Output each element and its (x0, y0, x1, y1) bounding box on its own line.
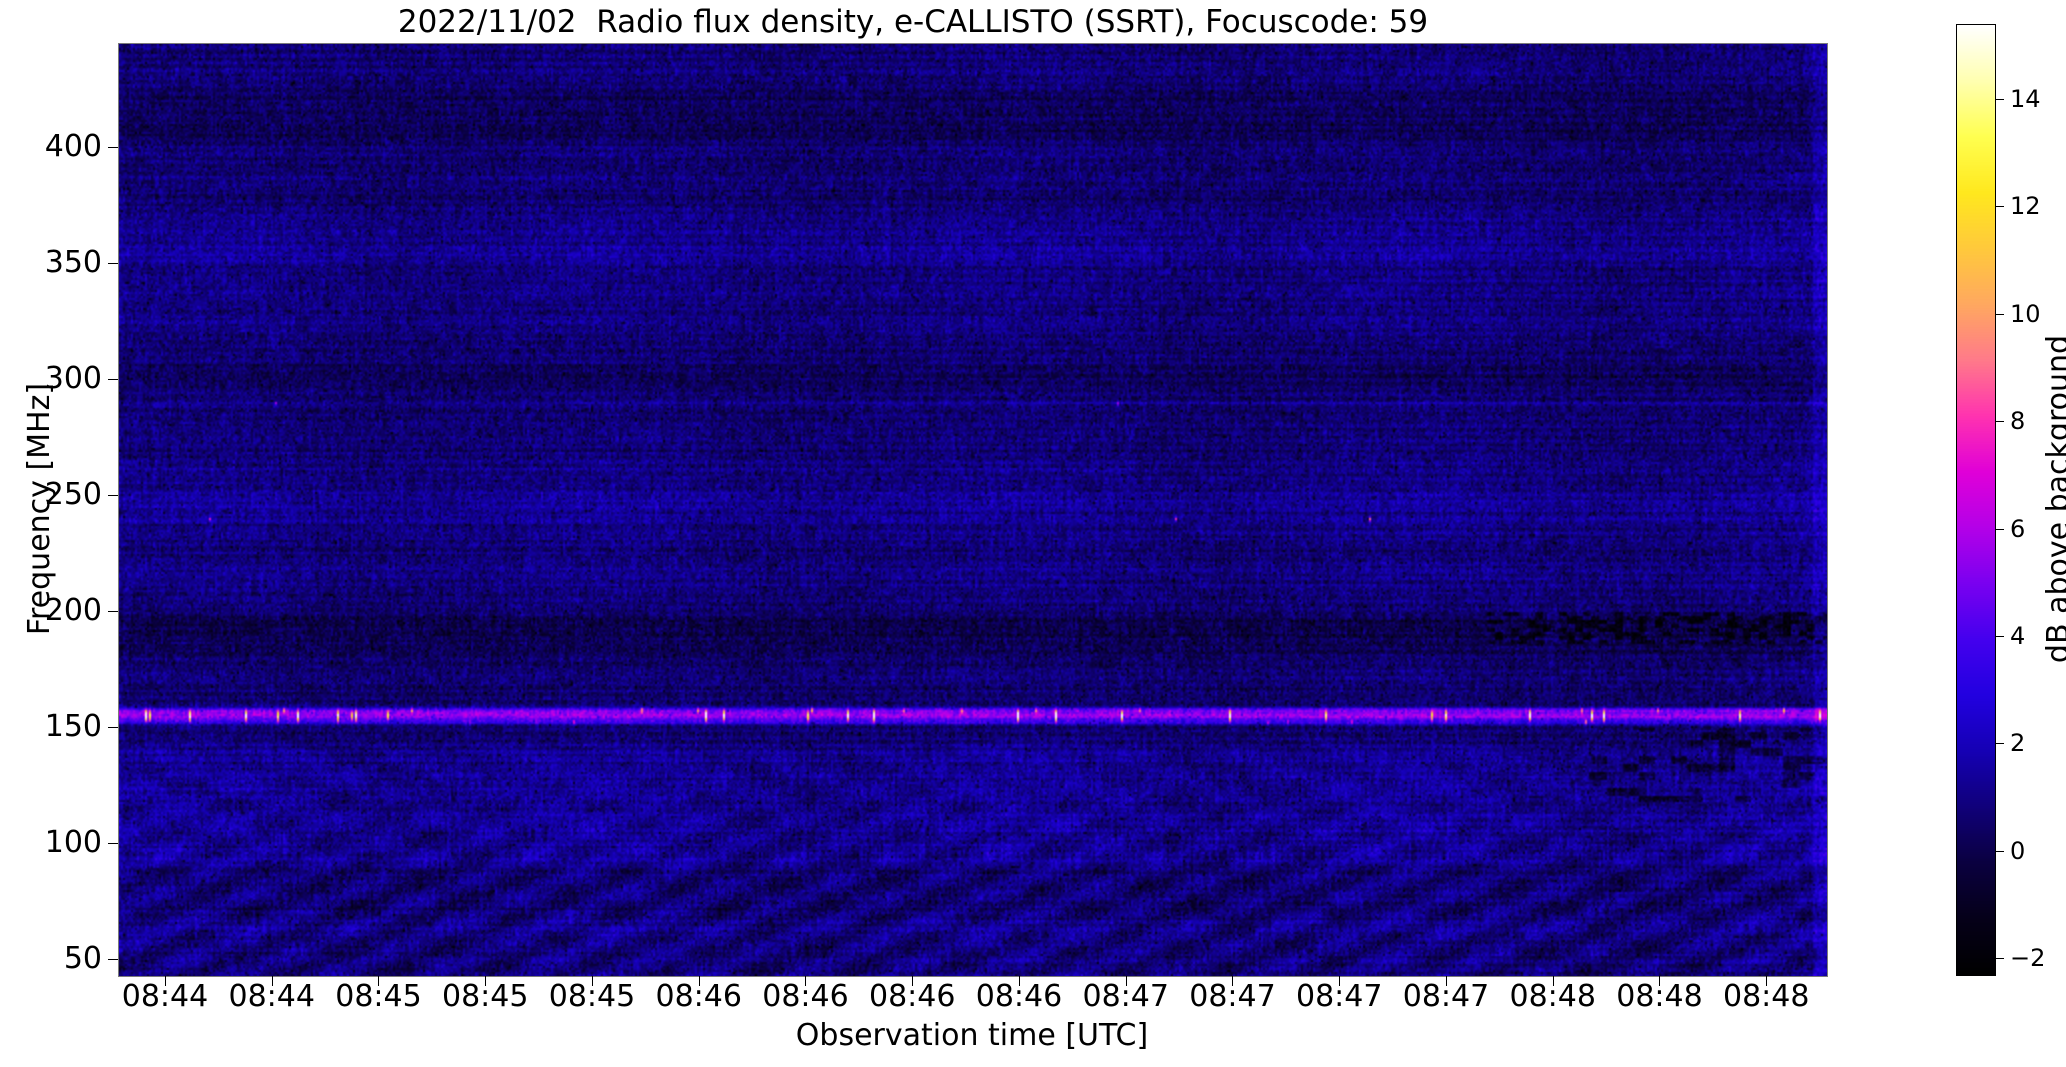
x-tick-label: 08:48 (1722, 979, 1810, 1014)
colorbar-tick-label: 0 (2010, 836, 2026, 865)
colorbar-gradient (1957, 25, 1995, 975)
x-tick-mark (698, 976, 700, 986)
colorbar-tick-mark (1995, 635, 2004, 637)
x-tick-mark (912, 976, 914, 986)
x-tick-mark (1659, 976, 1661, 986)
y-tick-mark (108, 495, 118, 497)
x-tick-mark (164, 976, 166, 986)
x-tick-mark (1125, 976, 1127, 986)
y-tick-label: 400 (44, 129, 102, 165)
x-tick-mark (378, 976, 380, 986)
colorbar-tick-mark (1995, 313, 2004, 315)
y-tick-label: 150 (44, 708, 102, 744)
x-tick-label: 08:47 (1402, 979, 1490, 1014)
y-tick-label: 250 (44, 477, 102, 513)
y-tick-mark (108, 263, 118, 265)
x-tick-mark (485, 976, 487, 986)
colorbar-tick-label: 8 (2010, 407, 2026, 436)
x-tick-label: 08:48 (1509, 979, 1596, 1014)
y-tick-mark (108, 611, 118, 612)
y-tick-mark (108, 379, 118, 381)
x-tick-label: 08:47 (1189, 979, 1276, 1014)
colorbar-tick-mark (1995, 421, 2004, 423)
x-tick-label: 08:46 (975, 979, 1063, 1014)
colorbar-tick-label: 14 (2010, 85, 2041, 114)
y-tick-label: 50 (63, 940, 102, 976)
colorbar (1956, 24, 1996, 976)
y-tick-mark (108, 147, 118, 149)
colorbar-tick-label: 6 (2010, 514, 2026, 543)
x-tick-mark (1445, 976, 1447, 986)
y-tick-label: 300 (44, 361, 102, 397)
x-tick-mark (1766, 976, 1768, 986)
colorbar-tick-label: −2 (2010, 943, 2046, 972)
x-axis-label: Observation time [UTC] (795, 1018, 1149, 1053)
colorbar-tick-mark (1995, 528, 2004, 530)
colorbar-tick-label: 10 (2010, 299, 2041, 328)
x-tick-mark (1552, 976, 1554, 986)
x-tick-mark (1339, 976, 1341, 986)
x-tick-label: 08:46 (655, 979, 742, 1014)
spectrogram-plot-area (118, 43, 1828, 977)
y-tick-mark (108, 958, 118, 960)
x-tick-label: 08:46 (868, 979, 956, 1014)
x-tick-label: 08:44 (121, 979, 209, 1014)
x-tick-label: 08:47 (1295, 979, 1383, 1014)
x-tick-label: 08:46 (762, 979, 849, 1014)
x-tick-label: 08:45 (441, 979, 529, 1014)
colorbar-tick-label: 12 (2010, 192, 2041, 221)
x-tick-mark (805, 976, 807, 986)
colorbar-tick-label: 4 (2010, 621, 2026, 650)
y-tick-label: 100 (44, 824, 102, 860)
x-tick-label: 08:48 (1616, 979, 1703, 1014)
colorbar-tick-mark (1995, 206, 2004, 208)
x-tick-mark (1018, 976, 1020, 986)
y-tick-label: 200 (44, 593, 102, 628)
colorbar-tick-mark (1995, 850, 2004, 852)
x-tick-label: 08:47 (1082, 979, 1169, 1014)
x-tick-label: 08:45 (335, 979, 422, 1014)
x-tick-label: 08:45 (548, 979, 636, 1014)
colorbar-tick-mark (1995, 99, 2004, 101)
y-tick-label: 350 (44, 245, 102, 281)
x-tick-mark (271, 976, 273, 986)
y-tick-mark (108, 842, 118, 844)
colorbar-tick-mark (1995, 957, 2004, 959)
page-title: 2022/11/02 Radio flux density, e-CALLIST… (397, 4, 1429, 40)
x-tick-mark (1232, 976, 1234, 986)
x-tick-label: 08:44 (228, 979, 315, 1014)
colorbar-tick-label: 2 (2010, 729, 2026, 758)
spectrogram-image (119, 44, 1827, 976)
x-tick-mark (591, 976, 593, 986)
colorbar-tick-mark (1995, 743, 2004, 745)
y-tick-mark (108, 726, 118, 728)
colorbar-label: dB above background (2041, 334, 2066, 664)
